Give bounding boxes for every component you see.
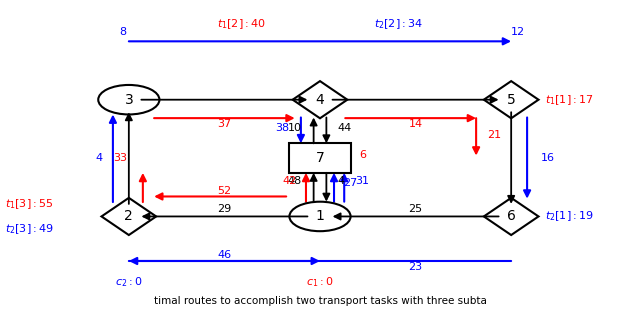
Text: 4: 4 <box>316 93 324 107</box>
Text: 4: 4 <box>95 153 102 163</box>
Text: $t_1[2]:40$: $t_1[2]:40$ <box>217 18 266 32</box>
Bar <box>289 143 351 173</box>
Text: 33: 33 <box>113 153 127 163</box>
Text: 25: 25 <box>408 204 422 214</box>
Text: 31: 31 <box>356 176 370 186</box>
Text: $t_2[3]:49$: $t_2[3]:49$ <box>4 222 54 236</box>
Text: 6: 6 <box>360 150 367 160</box>
Text: 2: 2 <box>124 210 133 224</box>
Text: 37: 37 <box>218 119 232 129</box>
Text: 10: 10 <box>288 123 302 133</box>
Text: 29: 29 <box>218 204 232 214</box>
Text: 14: 14 <box>408 119 422 129</box>
Text: 3: 3 <box>124 93 133 107</box>
Text: $t_1[3]:55$: $t_1[3]:55$ <box>4 197 53 211</box>
Text: 6: 6 <box>507 210 516 224</box>
Text: 7: 7 <box>316 151 324 165</box>
Text: timal routes to accomplish two transport tasks with three subta: timal routes to accomplish two transport… <box>154 295 486 306</box>
Text: 4: 4 <box>338 176 345 186</box>
Text: 38: 38 <box>275 123 289 133</box>
Text: 23: 23 <box>408 262 422 272</box>
Text: $t_2[1]:19$: $t_2[1]:19$ <box>545 210 594 223</box>
Text: $c_1:0$: $c_1:0$ <box>306 276 334 290</box>
Text: 27: 27 <box>344 178 358 188</box>
Text: 12: 12 <box>511 27 525 37</box>
Text: 16: 16 <box>541 153 555 163</box>
Text: 8: 8 <box>119 27 126 37</box>
Text: 46: 46 <box>218 250 232 260</box>
Text: 5: 5 <box>507 93 516 107</box>
Text: $t_1[1]:17$: $t_1[1]:17$ <box>545 93 593 107</box>
Text: $t_2[2]:34$: $t_2[2]:34$ <box>374 18 423 32</box>
Text: $c_2:0$: $c_2:0$ <box>115 276 143 290</box>
Text: 52: 52 <box>218 186 232 196</box>
Text: 1: 1 <box>316 210 324 224</box>
Text: 42: 42 <box>282 176 296 186</box>
Text: 48: 48 <box>288 176 302 186</box>
Text: 21: 21 <box>488 130 502 140</box>
Text: 44: 44 <box>338 123 352 133</box>
